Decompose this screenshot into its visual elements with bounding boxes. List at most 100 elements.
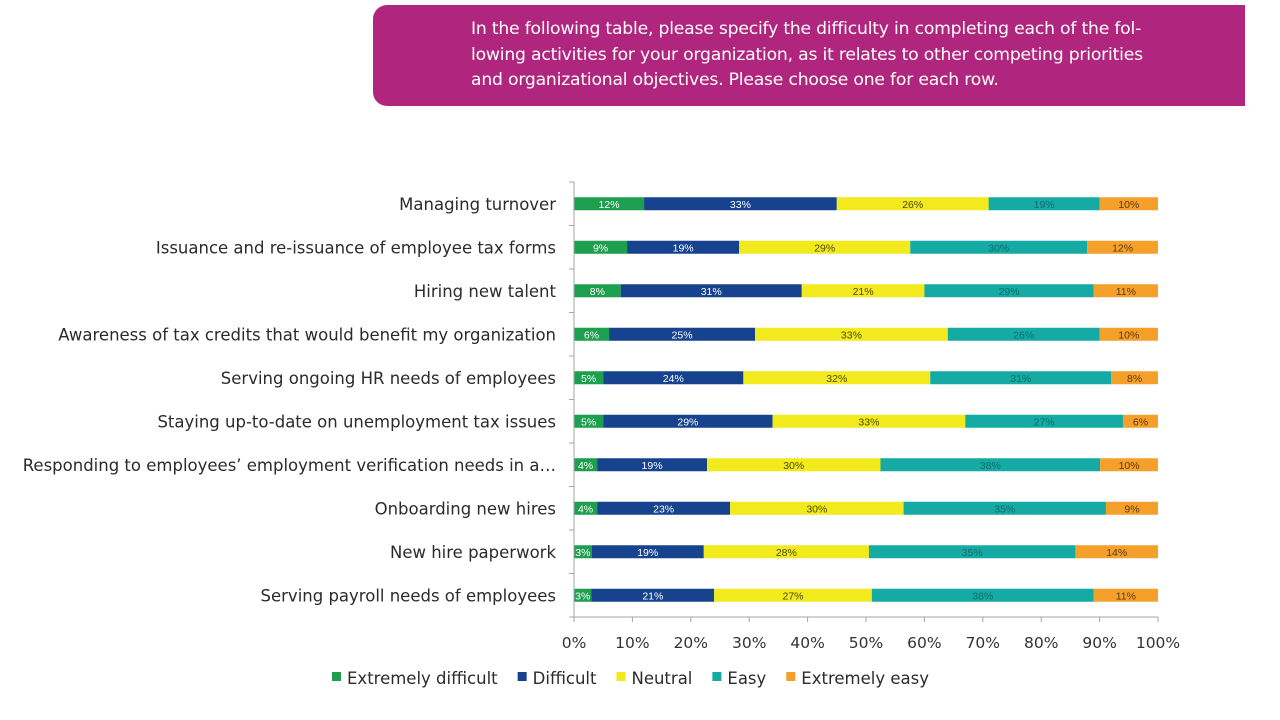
bar-row: 6% 25% 33% 26% 10% [574,327,1158,341]
bar-segment [1075,545,1158,559]
bar-segment [706,458,881,472]
bar-segment [1100,458,1158,472]
data-label: 4% [578,503,593,515]
legend-swatch [712,672,722,681]
data-label: 19% [673,242,694,254]
data-label: 6% [1133,416,1148,428]
x-tick-label: 70% [966,634,1000,652]
bar-segment [868,545,1076,559]
data-label: 35% [994,503,1015,515]
legend-item: Difficult [517,669,597,688]
data-label: 10% [1118,199,1139,211]
data-label: 30% [783,460,804,472]
category-label: Hiring new talent [414,282,557,301]
legend-label: Extremely difficult [347,669,498,688]
legend-item: Easy [712,669,767,688]
legend-label: Difficult [533,669,597,688]
data-label: 30% [806,503,827,515]
bar-segment [924,284,1094,298]
bar-segment [574,371,604,385]
data-label: 10% [1119,460,1140,472]
data-label: 32% [826,373,847,385]
bar-segment [574,501,598,515]
data-label: 9% [593,242,608,254]
x-tick-label: 10% [615,634,649,652]
x-tick-label: 90% [1082,634,1116,652]
bar-segment [703,545,869,559]
data-label: 6% [584,329,599,341]
legend-swatch [517,672,527,681]
data-label: 23% [653,503,674,515]
legend-item: Extremely easy [786,669,929,688]
data-label: 5% [581,416,596,428]
bar-segment [597,501,731,515]
question-banner: In the following table, please specify t… [373,5,1245,106]
bar-segment [574,414,604,428]
bar-segment [903,501,1106,515]
bars-layer: 12% 33% 26% 19% 10% 9% 19% 29% 30% 12% 8% 31% 21% 29%… [574,197,1158,602]
bar-segment [609,327,756,341]
bar-segment [603,414,773,428]
data-label: 33% [841,329,862,341]
legend-label: Extremely easy [801,669,929,688]
bar-segment [930,371,1112,385]
data-label: 8% [1127,373,1142,385]
category-label: Managing turnover [399,195,556,214]
bar-segment [965,414,1123,428]
bar-segment [574,284,621,298]
data-label: 12% [1112,242,1133,254]
bar-segment [1122,414,1158,428]
category-label: Serving ongoing HR needs of employees [221,369,556,388]
data-label: 9% [1124,503,1139,515]
data-label: 38% [980,460,1001,472]
legend-item: Extremely difficult [332,669,498,688]
x-tick-label: 60% [907,634,941,652]
data-label: 33% [858,416,879,428]
bar-segment [574,545,592,559]
bar-segment [597,458,707,472]
bar-segment [574,327,610,341]
data-label: 27% [1034,416,1055,428]
data-label: 3% [575,547,590,559]
data-label: 19% [637,547,658,559]
category-label: Onboarding new hires [375,499,556,518]
data-label: 24% [663,373,684,385]
x-tick-label: 50% [849,634,883,652]
category-label: Serving payroll needs of employees [261,586,556,605]
category-label: Staying up-to-date on unemployment tax i… [157,412,556,431]
bar-segment [988,197,1100,211]
bar-segment [1105,501,1158,515]
data-label: 3% [575,590,590,602]
data-label: 8% [590,286,605,298]
data-label: 33% [730,199,751,211]
bar-segment [755,327,948,341]
bar-segment [730,501,904,515]
bar-segment [1093,284,1158,298]
bar-segment [591,545,704,559]
legend-label: Easy [727,669,766,688]
bar-segment [880,458,1101,472]
bar-segment [1111,371,1158,385]
legend: Extremely difficult Difficult Neutral Easy E… [332,669,929,688]
data-label: 29% [999,286,1020,298]
data-label: 10% [1118,329,1139,341]
bar-segment [772,414,966,428]
data-label: 27% [782,590,803,602]
data-label: 38% [972,590,993,602]
x-tick-label: 30% [732,634,766,652]
data-label: 19% [642,460,663,472]
bar-row: 12% 33% 26% 19% 10% [574,197,1158,211]
legend-label: Neutral [631,669,692,688]
axes-layer [569,181,1159,622]
x-tick-label: 40% [790,634,824,652]
x-tick-label: 80% [1024,634,1058,652]
data-label: 19% [1034,199,1055,211]
data-label: 11% [1116,286,1136,298]
bar-segment [801,284,925,298]
bar-segment [627,240,740,254]
bar-segment [644,197,837,211]
category-label: Responding to employees’ employment veri… [23,456,556,475]
legend-swatch [786,672,796,681]
data-label: 30% [988,242,1009,254]
